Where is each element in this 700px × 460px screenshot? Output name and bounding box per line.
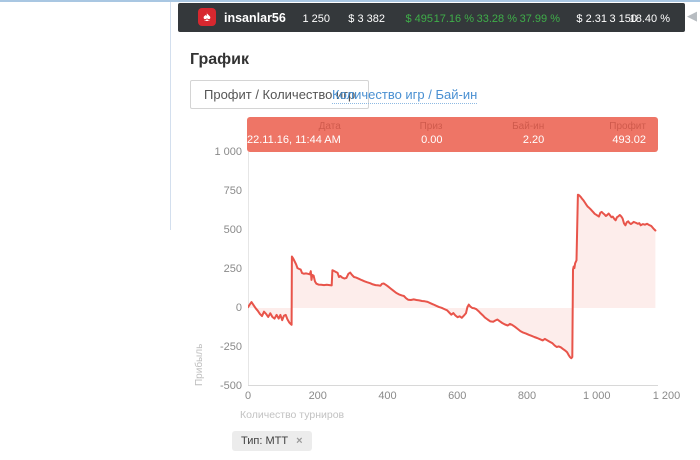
x-axis-line [248,385,658,386]
x-tick-label: 0 [244,390,252,402]
profit-area-fill [248,194,656,359]
header-stat: 18.40 % [629,13,670,25]
x-tick-label: 400 [378,390,397,402]
x-tick-label: 1 200 [652,390,681,402]
pokerstars-spade-icon: ♠ ★ [198,8,216,26]
profit-chart-svg[interactable] [248,152,685,386]
y-tick-label: 250 [223,263,242,275]
header-stat: 33.28 % [476,13,517,25]
player-username: insanlar56 [224,11,286,25]
header-stat: 37.99 % [519,13,560,25]
tooltip-date-label: Дата [318,121,341,132]
tooltip-date-column: Дата 22.11.16, 11:44 AM [247,117,353,152]
y-tick-label: -500 [219,380,242,392]
header-stat: $ 2.31 [576,13,607,25]
y-tick-label: 750 [223,185,242,197]
column-divider-line [170,2,171,230]
y-axis-title: Прибыль [194,343,205,386]
y-tick-label: -250 [219,341,242,353]
tooltip-profit-value: 493.02 [612,134,646,146]
tooltip-date-value: 22.11.16, 11:44 AM [247,134,341,146]
header-stat: 17.16 % [433,13,474,25]
y-axis-line [248,152,249,385]
tooltip-buyin-value: 2.20 [522,134,545,146]
tooltip-profit-column: Профит 493.02 [556,117,658,152]
header-stat: $ 495 [405,13,433,25]
y-tick-label: 500 [223,224,242,236]
filter-chip-label: Тип: MTT [241,435,289,447]
tab-games-buyin[interactable]: Количество игр / Бай-ин [332,87,478,104]
header-stat: 1 250 [302,13,330,25]
x-tick-label: 600 [448,390,467,402]
x-tick-label: 1 000 [582,390,611,402]
filter-chip-type-mtt: Тип: MTT × [232,431,312,451]
tooltip-prize-column: Приз 0.00 [353,117,455,152]
top-border-line [0,0,700,2]
page-title: График [190,51,249,68]
tab-profit-games[interactable]: Профит / Количество игр [190,80,370,109]
x-axis-title: Количество турниров [240,409,345,421]
tooltip-buyin-column: Бай-ин 2.20 [455,117,557,152]
filter-chip-close-icon[interactable]: × [296,435,303,447]
chart-tooltip-bar: Дата 22.11.16, 11:44 AM Приз 0.00 Бай-ин… [247,117,658,152]
x-tick-label: 800 [517,390,537,402]
header-stat: 3 150 [609,13,637,25]
x-tick-label: 200 [308,390,327,402]
header-stat: $ 3 382 [348,13,385,25]
chevron-left-icon[interactable]: ◀ [687,8,697,23]
tooltip-prize-value: 0.00 [421,134,443,146]
y-tick-label: 1 000 [214,146,242,158]
player-stats-bar: ♠ ★ insanlar56 1 250 $ 3 382 $ 495 17.16 % 3… [178,3,685,32]
tooltip-buyin-label: Бай-ин [512,121,545,132]
profit-line [248,193,657,360]
y-tick-label: 0 [235,302,242,314]
tooltip-profit-label: Профит [609,121,646,132]
tooltip-prize-label: Приз [419,121,443,132]
